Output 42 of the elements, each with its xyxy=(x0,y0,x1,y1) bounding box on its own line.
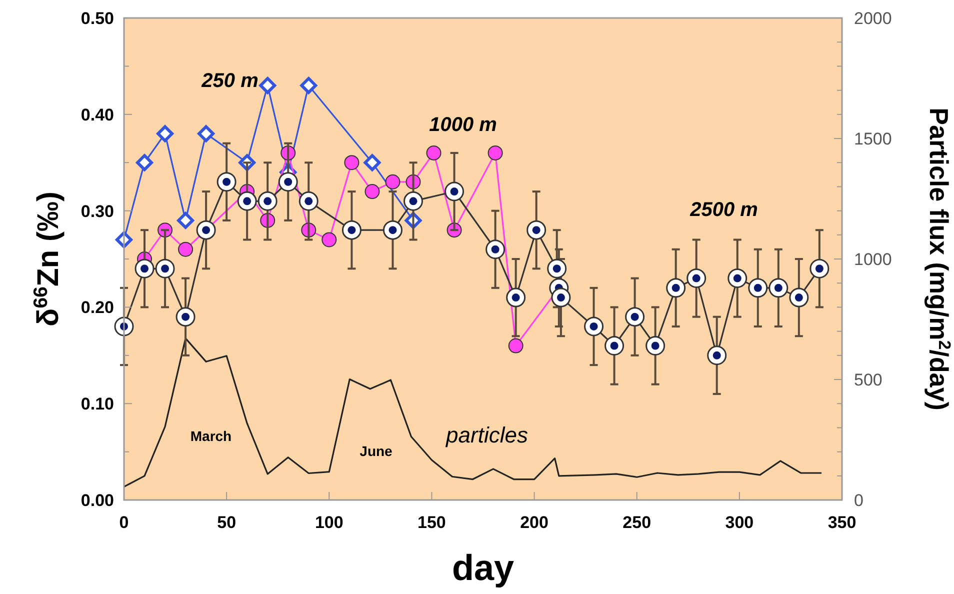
point xyxy=(177,212,194,229)
x-tick-label: 300 xyxy=(725,513,754,532)
y-tick-label: 0.50 xyxy=(80,8,114,28)
x-axis-title: day xyxy=(452,547,514,588)
x-tick-label: 50 xyxy=(217,513,236,532)
point xyxy=(488,145,503,160)
point xyxy=(156,125,174,142)
y-tick-label: 0.10 xyxy=(80,394,114,414)
y-tick-label: 0.40 xyxy=(80,105,114,124)
y-tick-label: 0.00 xyxy=(80,490,114,510)
point xyxy=(508,338,524,354)
x-tick-label: 200 xyxy=(520,513,548,532)
annotation: June xyxy=(360,442,393,459)
x-tick-label: 150 xyxy=(418,513,446,532)
point xyxy=(364,184,380,200)
point xyxy=(344,155,360,170)
x-tick-label: 250 xyxy=(622,513,652,532)
point xyxy=(136,154,154,172)
series-label: 250 m xyxy=(200,70,258,92)
point xyxy=(198,125,215,142)
point xyxy=(178,242,194,257)
y2-tick-label: 1500 xyxy=(854,129,892,148)
point xyxy=(385,174,400,190)
y2-tick-label: 0 xyxy=(854,490,864,510)
y2-tick-label: 500 xyxy=(854,370,882,390)
line-series xyxy=(123,337,822,488)
series-label: particles xyxy=(445,422,528,448)
annotation: March xyxy=(190,428,232,444)
series-label: 1000 m xyxy=(429,114,497,136)
point xyxy=(259,76,276,94)
y2-tick-label: 1000 xyxy=(854,250,892,269)
y-tick-label: 0.20 xyxy=(80,298,114,318)
y-tick-label: 0.30 xyxy=(80,202,114,221)
point xyxy=(322,232,337,248)
x-tick-label: 350 xyxy=(828,513,856,532)
point xyxy=(426,145,442,160)
x-tick-label: 100 xyxy=(314,513,344,532)
point xyxy=(300,76,318,94)
point xyxy=(364,154,381,172)
y2-tick-label: 2000 xyxy=(854,8,892,28)
text: 2500 m xyxy=(689,199,758,221)
x-tick-label: 0 xyxy=(119,513,129,532)
